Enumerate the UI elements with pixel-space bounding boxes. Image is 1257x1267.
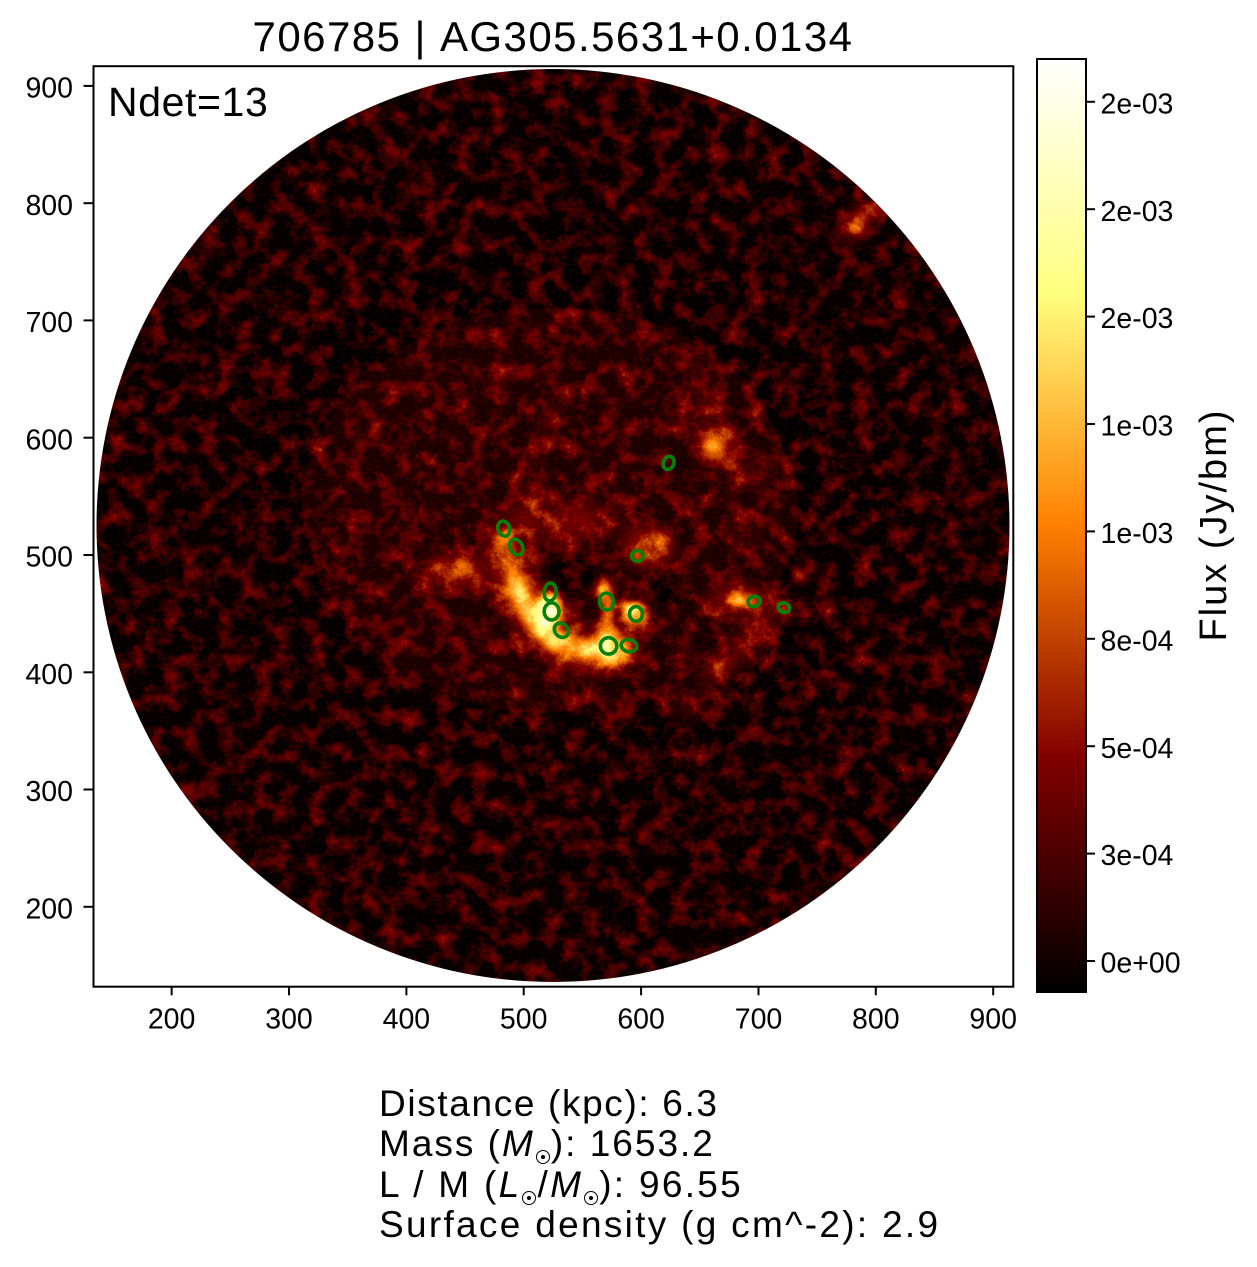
svg-text:0e+00: 0e+00 bbox=[1101, 948, 1181, 980]
svg-text:600: 600 bbox=[25, 424, 73, 456]
svg-text:1e-03: 1e-03 bbox=[1101, 411, 1174, 443]
svg-text:800: 800 bbox=[25, 190, 73, 222]
svg-text:5e-04: 5e-04 bbox=[1101, 733, 1174, 765]
svg-text:400: 400 bbox=[383, 1004, 431, 1036]
svg-text:2e-03: 2e-03 bbox=[1101, 196, 1174, 228]
svg-text:200: 200 bbox=[25, 893, 73, 925]
svg-text:300: 300 bbox=[25, 776, 73, 808]
svg-text:300: 300 bbox=[265, 1004, 313, 1036]
svg-text:900: 900 bbox=[25, 73, 73, 105]
svg-text:3e-04: 3e-04 bbox=[1101, 840, 1174, 872]
svg-text:400: 400 bbox=[25, 659, 73, 691]
svg-text:1e-03: 1e-03 bbox=[1101, 518, 1174, 550]
svg-text:2e-03: 2e-03 bbox=[1101, 88, 1174, 120]
svg-text:500: 500 bbox=[500, 1004, 548, 1036]
svg-text:200: 200 bbox=[148, 1004, 196, 1036]
svg-text:Flux (Jy/bm): Flux (Jy/bm) bbox=[1193, 409, 1235, 642]
svg-text:900: 900 bbox=[969, 1004, 1017, 1036]
svg-text:2e-03: 2e-03 bbox=[1101, 303, 1174, 335]
svg-text:500: 500 bbox=[25, 542, 73, 574]
svg-text:700: 700 bbox=[735, 1004, 783, 1036]
svg-text:8e-04: 8e-04 bbox=[1101, 625, 1174, 657]
svg-text:800: 800 bbox=[852, 1004, 900, 1036]
svg-text:600: 600 bbox=[617, 1004, 665, 1036]
svg-text:700: 700 bbox=[25, 307, 73, 339]
